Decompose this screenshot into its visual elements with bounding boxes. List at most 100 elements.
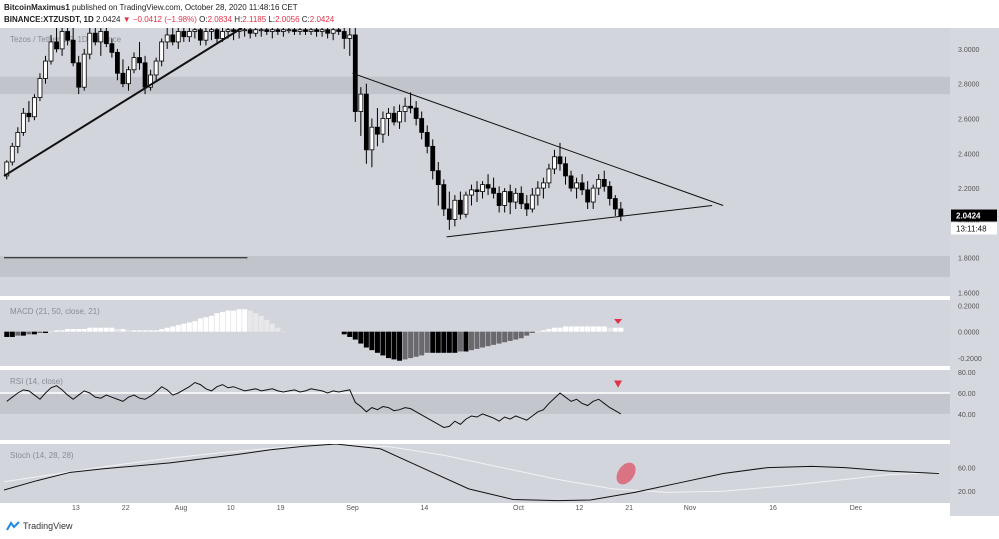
candle [507,191,513,203]
candle [386,112,391,119]
macd-bar [397,331,403,361]
macd-bar [419,331,425,356]
candle [341,31,347,39]
candle [491,187,496,194]
macd-bar [590,326,596,332]
candle [375,126,380,135]
price-axis-bg [950,28,999,516]
candle [502,191,508,206]
ohlc-open: 2.0834 [207,15,233,24]
candle [590,187,596,203]
candle [303,29,308,32]
candle [568,175,574,189]
macd-bar [258,315,264,332]
macd-bar [435,331,441,353]
candle [170,34,176,43]
candle [120,72,126,85]
candle [253,29,259,34]
candle [159,41,165,62]
macd-bar [363,331,369,348]
macd-bar [15,331,21,336]
candle [164,34,170,43]
candle [546,168,552,184]
price-tick-label: 3.0000 [958,47,980,54]
price-tick-label: 2.2000 [958,186,980,193]
time-tick-label: Sep [346,505,359,512]
macd-tick-label: 0.0000 [958,330,980,337]
stoch-crossover-highlight [616,462,636,485]
candle [402,105,408,112]
candle [26,112,32,118]
stoch-d-line [3,444,939,493]
candle [109,43,115,53]
candle [319,29,325,32]
tradingview-logo[interactable]: TradingView [6,521,73,531]
macd-tick-label: 0.2000 [958,303,980,310]
candle [380,118,386,135]
macd-bar [164,327,170,332]
macd-bar [540,330,546,332]
ohlc-high: 2.1185 [242,15,267,24]
author-name[interactable]: BitcoinMaximus1 [4,3,70,12]
candle [391,112,397,123]
time-tick-label: 22 [122,505,130,512]
macd-bar [607,327,613,332]
candle [209,29,214,32]
macd-bar [142,330,148,332]
candle [87,32,93,55]
symbol-name[interactable]: BINANCE:XTZUSDT, 1D [4,15,94,24]
long-trend-line [3,28,243,177]
countdown-tag [951,222,997,235]
time-tick-label: 12 [575,505,583,512]
candle [618,208,624,217]
candle [596,179,602,189]
macd-bar [247,310,253,332]
candle [574,182,579,189]
candle [242,29,248,32]
candle [413,107,419,119]
macd-pane[interactable]: MACD (21, 50, close, 21) [4,307,624,361]
candle [424,132,430,147]
macd-bar [518,331,524,339]
triangle-lower-line [446,205,713,238]
candle [458,199,463,215]
candle [214,29,220,39]
macd-bar [236,309,242,332]
macd-bar [551,327,557,332]
candle [70,39,76,64]
macd-bar [131,330,137,332]
candle [557,156,563,165]
rsi-pane[interactable]: RSI (14, close) [0,377,950,428]
tradingview-logo-icon [6,521,20,531]
macd-bar [181,323,187,332]
macd-bar [148,330,154,332]
price-pane[interactable]: Tezos / Tether US, 1D, Binance [0,28,950,277]
ohlc-high-label: H: [234,15,243,24]
macd-bar [31,331,37,335]
candle [529,194,535,210]
macd-bar [253,313,259,332]
macd-bar [26,331,32,335]
candle [48,41,54,62]
macd-bar [59,330,65,332]
price-tick-label: 2.6000 [958,116,980,123]
ohlc-low-label: L: [268,15,276,24]
macd-bar [601,326,607,332]
candle [330,29,336,34]
macd-bar [175,325,181,332]
candle [441,184,447,210]
candle [292,29,297,32]
macd-bar [374,331,380,353]
pane-bg-stoch [0,444,950,503]
macd-bar [380,331,386,356]
candle [280,29,286,32]
stoch-pane[interactable]: Stoch (14, 28, 28) [3,444,939,502]
macd-bar [114,329,120,332]
macd-bar [352,331,358,340]
macd-bar [4,331,10,337]
macd-bar [513,331,519,340]
candle [142,62,148,88]
macd-bar [70,329,76,332]
chart-canvas[interactable]: Tezos / Tether US, 1D, Binance MACD (21,… [0,28,999,516]
macd-bar [153,330,159,332]
